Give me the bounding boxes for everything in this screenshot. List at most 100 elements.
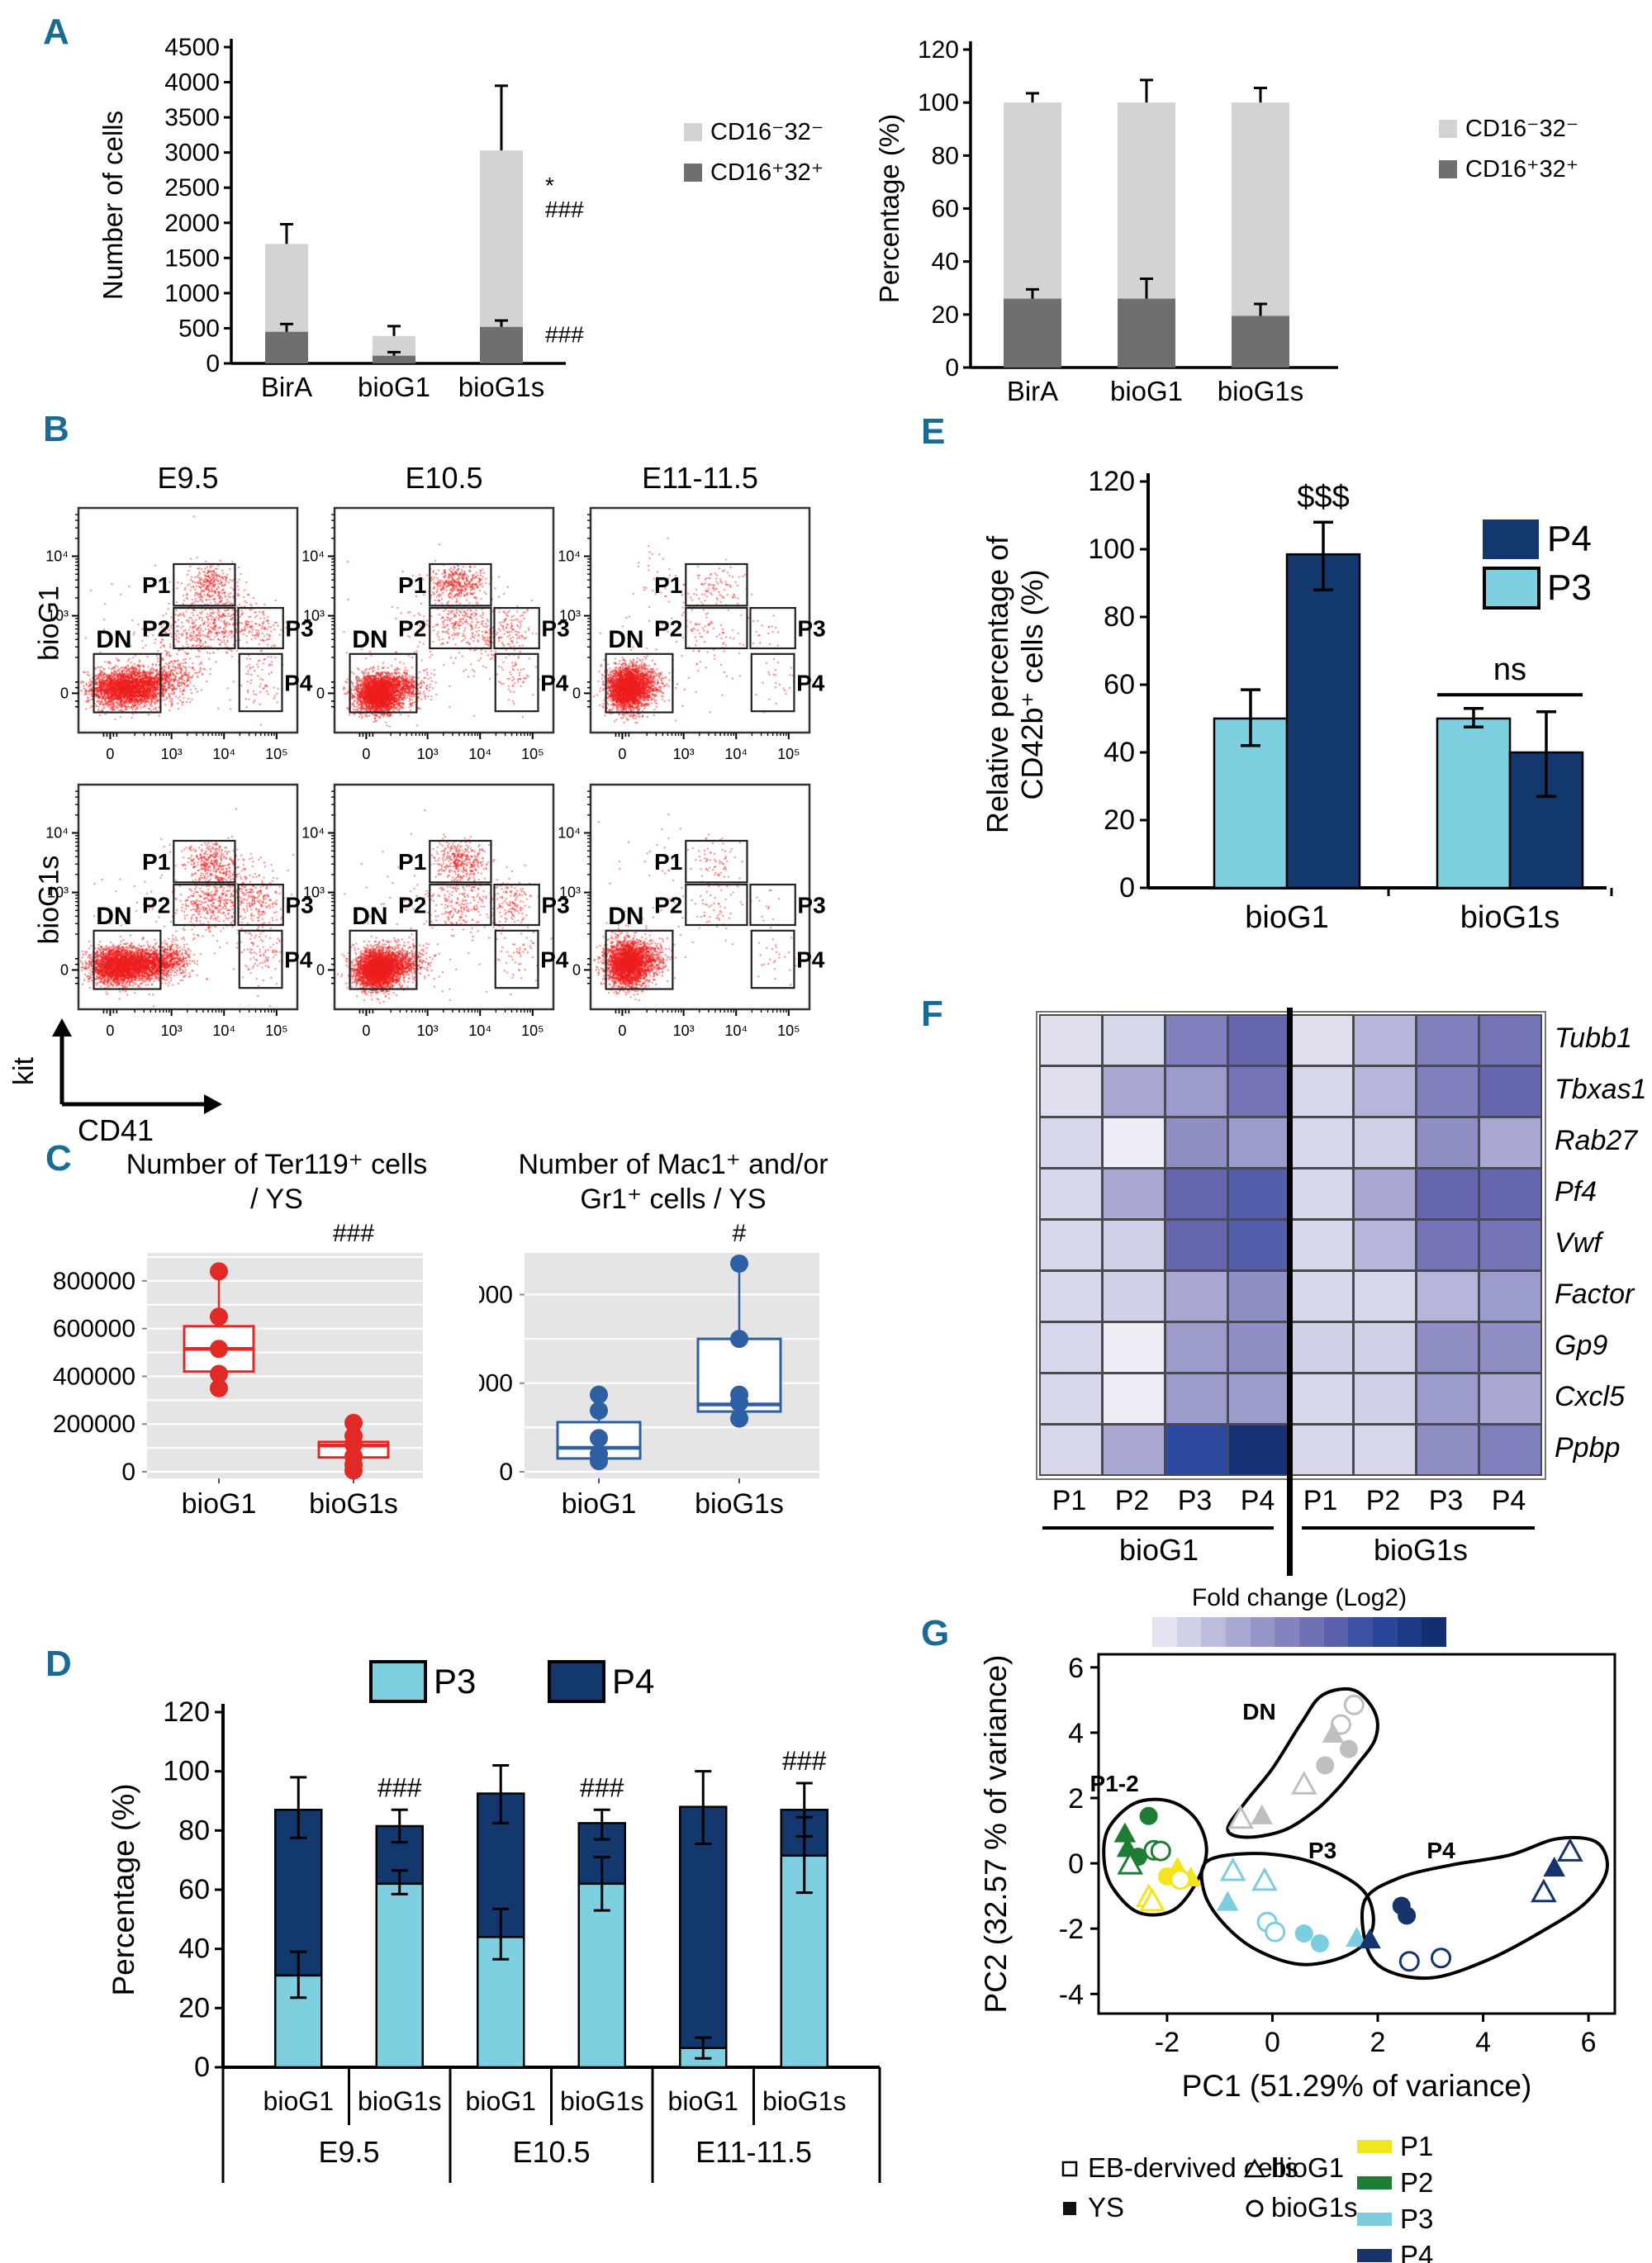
pca-point-P3 <box>1251 1867 1278 1891</box>
heatmap-cell-Cxcl5-7 <box>1479 1373 1542 1425</box>
heatmap-cell-Cxcl5-2 <box>1165 1373 1228 1425</box>
x-tick-label: 10⁵ <box>265 1022 287 1039</box>
y-tick-label: 0 <box>60 685 69 701</box>
data-point <box>730 1409 748 1428</box>
gate-P2 <box>685 606 748 650</box>
cd16-neg-label: CD16⁻32⁻ <box>710 119 824 145</box>
y-tick-label: 0 <box>1068 1848 1084 1880</box>
x-tick-label: 10⁵ <box>521 746 544 762</box>
x-category-label: bioG1s <box>309 1488 398 1520</box>
genotype-label: bioG1s <box>560 2086 643 2116</box>
gate-label-p4: P4 <box>540 946 569 972</box>
heatmap-cell-Ppbp-0 <box>1039 1424 1103 1476</box>
pca-point-DN <box>1339 1739 1358 1758</box>
gate-label-p2: P2 <box>654 893 682 918</box>
p2-label: P2 <box>1400 2167 1434 2198</box>
x-tick-label: 10⁴ <box>212 746 235 762</box>
gate-label-p3: P3 <box>541 893 569 918</box>
y-axis-title: PC2 (32.57 % of variance) <box>979 1655 1013 2014</box>
y-tick-label: 100 <box>918 89 959 116</box>
flow-plot-overlay: 0 10³ 10⁴ 10⁵ 10⁴ 10³ 0 P1 P2 DN P3 P4 <box>558 506 826 762</box>
plot-frame <box>589 783 811 1011</box>
p1-label: P1 <box>1400 2131 1434 2161</box>
x-axis-title: PC1 (51.29% of variance) <box>1182 2069 1532 2103</box>
bar-segment-dark <box>1118 298 1175 368</box>
y-tick-label: 40 <box>1104 737 1135 768</box>
colorbar-step <box>1299 1617 1325 1647</box>
gate-label-p3: P3 <box>285 893 313 918</box>
y-tick-label: 1000 <box>164 280 220 307</box>
p4-swatch <box>1357 2249 1392 2262</box>
y-tick-label: 10⁴ <box>45 824 69 841</box>
colorbar-step <box>1348 1617 1374 1647</box>
significance-annotation: ### <box>377 1772 422 1802</box>
stage-label: E9.5 <box>318 2135 379 2169</box>
flow-plot-overlay: 0 10³ 10⁴ 10⁵ 10⁴ 10³ 0 P1 P2 DN P3 P4 <box>558 783 826 1039</box>
p3-label: P3 <box>434 1662 477 1701</box>
cd16-pos-label: CD16⁺32⁺ <box>1465 156 1579 183</box>
y-tick-label: 80 <box>932 142 959 169</box>
genotype-label: bioG1s <box>762 2086 846 2116</box>
gate-P1 <box>173 562 236 607</box>
gate-label-p1: P1 <box>398 849 426 875</box>
cd16-pos-label: CD16⁺32⁺ <box>710 159 824 186</box>
x-tick-label: 6 <box>1581 2027 1597 2058</box>
x-tick-label: 0 <box>362 1022 370 1039</box>
gate-label-p4: P4 <box>796 946 825 972</box>
y-tick-label: 10³ <box>559 885 581 901</box>
bar-segment-dark <box>1232 315 1289 368</box>
stage-label: E11-11.5 <box>695 2135 812 2169</box>
pca-point-P3 <box>1346 1927 1368 1948</box>
y-tick-label: 10⁴ <box>301 824 325 841</box>
gate-label-p4: P4 <box>540 670 569 695</box>
y-tick-label: 3000 <box>164 140 220 167</box>
p4-swatch <box>1483 519 1539 559</box>
y-tick-label: 20 <box>178 1992 210 2023</box>
legend-item: P3 <box>1357 2204 1440 2235</box>
x-tick-label: 0 <box>106 746 114 762</box>
cluster-outline-DN <box>1226 1687 1379 1839</box>
gate-P1 <box>173 839 236 884</box>
x-tick-label: 10⁴ <box>468 746 491 762</box>
gate-label-p4: P4 <box>796 670 825 695</box>
ter119-title-line2: / YS <box>250 1184 303 1215</box>
gate-label-dn: DN <box>352 626 387 653</box>
colorbar-step <box>1226 1617 1251 1647</box>
gate-label-p4: P4 <box>284 670 313 695</box>
legend-item: CD16⁻32⁻ <box>1439 114 1578 143</box>
flow-plot-bioG1s-E10.5: 0 10³ 10⁴ 10⁵ 10⁴ 10³ 0 P1 P2 DN P3 P4 <box>301 783 570 1039</box>
data-point <box>210 1378 228 1397</box>
heatmap-cell-Ppbp-2 <box>1165 1424 1228 1476</box>
gene-label-Tbxas1: Tbxas1 <box>1555 1074 1647 1105</box>
y-tick-label: 80 <box>1104 601 1135 633</box>
gate-DN <box>349 929 418 990</box>
flow-plot-bioG1s-E9.5: 0 10³ 10⁴ 10⁵ 10⁴ 10³ 0 P1 P2 DN P3 P4 <box>45 783 314 1039</box>
y-tick-label: 100 <box>1088 534 1135 565</box>
panel-d-stacked-bar-chart: 0 20 40 60 80 100 120 Percentage (%) bioG1 ### bio… <box>107 1696 881 2183</box>
colorbar-step <box>1275 1617 1300 1647</box>
pca-point-P4 <box>1556 1838 1583 1862</box>
gate-label-dn: DN <box>352 903 387 930</box>
panel-a-cell-number-chart: 0 500 1000 1500 2000 2500 3000 3500 4000 4500 BirA… <box>97 34 584 402</box>
x-category-label: BirA <box>1007 376 1058 406</box>
significance-annotation: ### <box>545 197 584 222</box>
gate-DN <box>605 929 674 990</box>
heatmap-cell-Tubb1-7 <box>1479 1014 1542 1066</box>
gate-label-p1: P1 <box>142 849 170 875</box>
legend-item: bioG1 <box>1243 2152 1358 2184</box>
gate-P4 <box>750 652 795 713</box>
group-label-biog1s: bioG1s <box>1373 1533 1469 1567</box>
pca-point-P3 <box>1216 1891 1239 1911</box>
gate-DN <box>93 929 162 990</box>
y-tick-label: -2 <box>1059 1914 1084 1945</box>
pca-population-legend: P1 P2 P3 P4 DN <box>1357 2131 1440 2263</box>
y-tick-label: 400000 <box>53 1363 135 1390</box>
x-category-label: bioG1s <box>1218 376 1304 406</box>
gene-label-Factor: Factor <box>1555 1279 1635 1310</box>
y-tick-label: -4 <box>1059 1979 1084 2010</box>
gate-label-dn: DN <box>608 903 643 930</box>
data-point <box>344 1413 363 1432</box>
legend-item: CD16⁺32⁺ <box>684 158 824 187</box>
y-tick-label: 2 <box>1068 1783 1084 1815</box>
